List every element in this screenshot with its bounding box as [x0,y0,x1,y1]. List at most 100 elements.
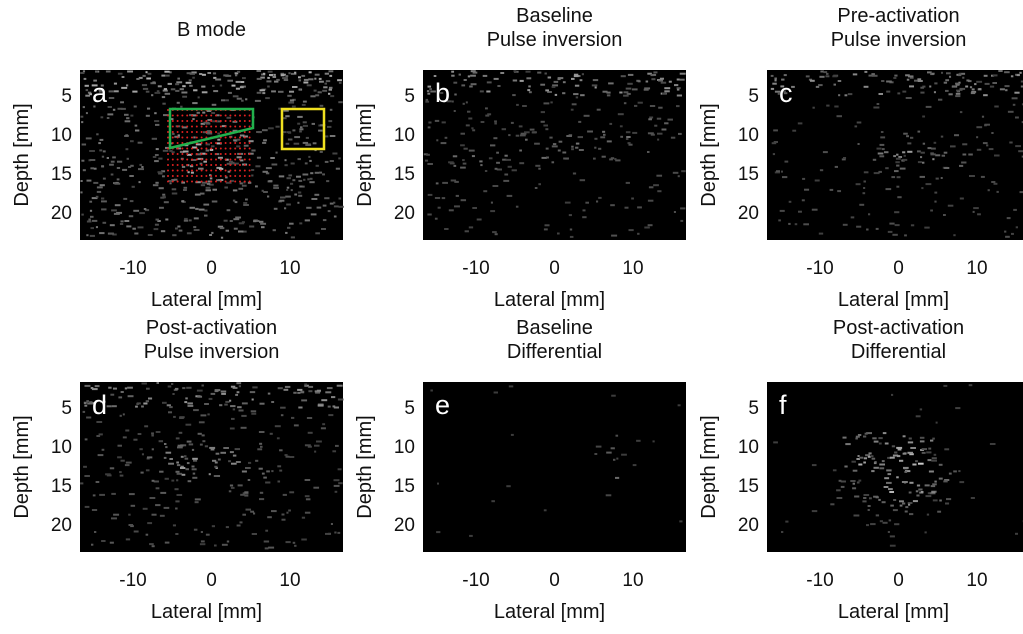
speckle [1005,89,1008,92]
speckle [902,158,908,161]
speckle [116,167,121,169]
speckle [866,524,869,527]
roi-dot [210,147,213,150]
speckle [547,76,552,79]
speckle [310,95,316,98]
speckle [920,491,924,493]
speckle [151,432,154,435]
roi-dot [215,180,217,183]
roi-dot [215,131,217,133]
speckle [130,140,134,143]
speckle [619,91,623,94]
speckle [80,115,84,118]
speckle [161,170,166,173]
speckle [925,105,932,108]
speckle [627,142,631,145]
speckle [873,495,879,498]
speckle [285,195,291,198]
speckle [168,462,175,465]
speckle [332,450,337,453]
speckle [552,143,557,146]
speckle [193,217,199,220]
speckle [429,88,432,91]
speckle [943,151,948,154]
speckle [984,123,990,126]
speckle [203,121,210,124]
speckle [305,498,311,501]
speckle [448,209,454,212]
speckle [278,107,282,110]
speckle [872,437,877,440]
speckle [211,112,216,114]
speckle [158,172,163,175]
speckle [143,402,148,405]
speckle [328,88,333,91]
roi-dot [181,169,184,172]
speckle [879,143,885,146]
speckle [281,513,285,516]
speckle [172,393,175,395]
speckle [191,71,197,74]
roi-dot [200,180,203,183]
speckle [435,182,439,185]
speckle [917,150,921,153]
speckle [195,207,199,210]
speckle [302,121,307,124]
speckle [292,541,296,544]
speckle [235,216,242,219]
speckle [243,181,246,184]
speckle [319,150,323,153]
speckle [774,90,781,93]
speckle [84,505,90,508]
speckle [108,232,114,235]
speckle [919,175,925,178]
speckle [154,160,159,163]
speckle [461,84,466,87]
speckle [907,441,914,444]
speckle [162,102,166,105]
speckle [212,120,218,123]
speckle [250,510,255,513]
speckle [872,158,877,161]
roi-dot [229,147,232,150]
speckle [315,94,320,97]
speckle [109,541,114,544]
speckle [154,223,159,226]
speckle [111,405,117,408]
speckle [206,130,212,133]
speckle [784,160,789,163]
speckle [128,166,132,168]
roi-dot [243,125,246,128]
speckle [314,193,320,196]
roi-dot [205,114,208,117]
speckle [96,186,103,189]
roi-dot [186,158,189,161]
speckle [124,113,129,116]
speckle [205,143,211,146]
speckle [908,491,912,494]
speckle [543,102,550,105]
speckle [157,85,162,88]
speckle [476,218,482,221]
roi-dot [167,142,169,144]
speckle [176,472,183,475]
speckle [899,167,906,170]
speckle [283,388,289,391]
speckle [289,99,295,102]
speckle [248,152,254,155]
speckle [101,448,105,451]
speckle [236,70,241,73]
speckle [163,506,170,509]
speckle [486,81,492,84]
speckle [187,480,192,483]
speckle [921,451,926,454]
roi-dot [243,153,246,155]
speckle [673,211,676,213]
speckle [540,83,546,86]
speckle [884,477,890,480]
roi-dot [248,142,251,144]
speckle [482,74,488,77]
speckle [315,232,320,235]
speckle [219,404,223,407]
